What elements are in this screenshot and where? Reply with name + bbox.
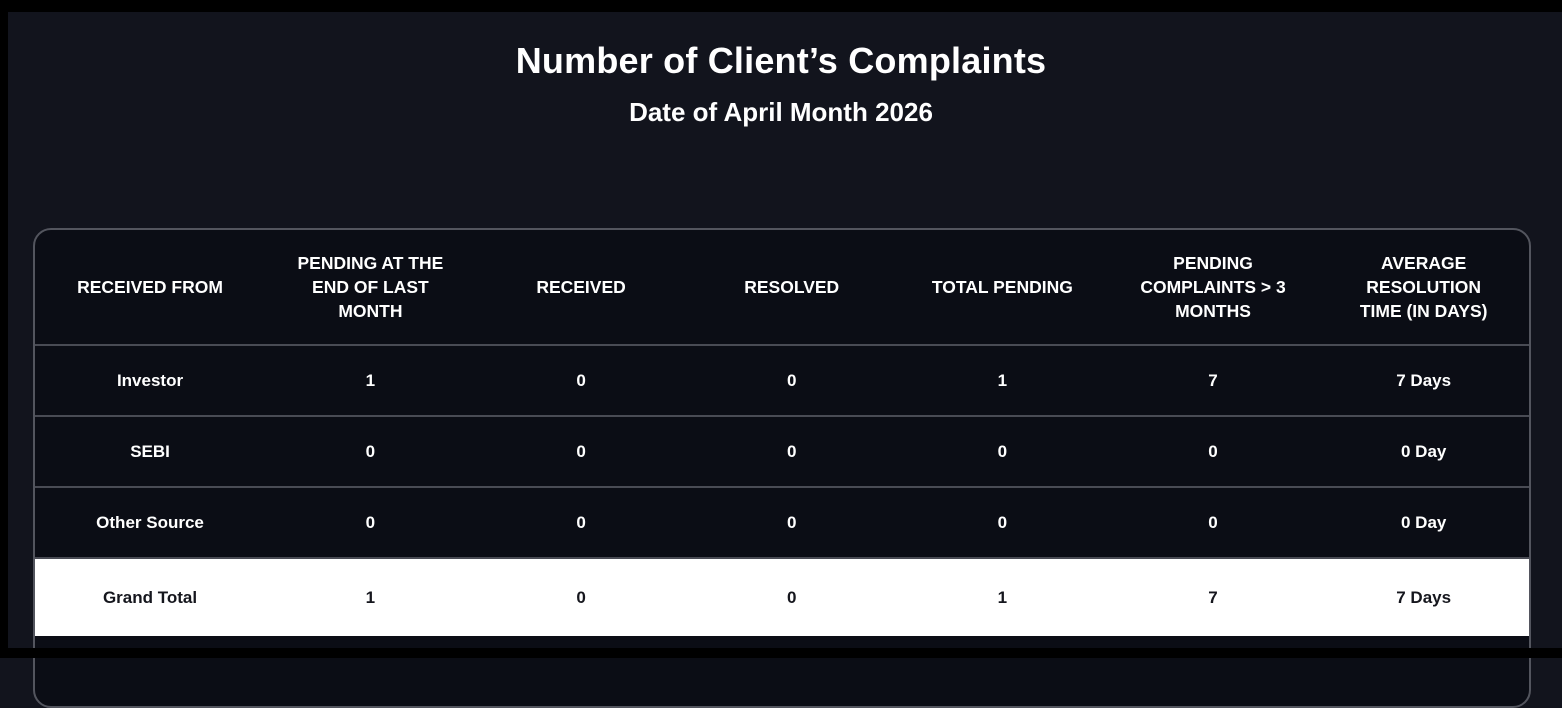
table-cell: 0 [786, 587, 797, 607]
complaints-table: RECEIVED FROM PENDING AT THE END OF LAST … [35, 230, 1529, 636]
table-cell: 7 [1208, 587, 1218, 607]
table-cell: 0 [1208, 441, 1218, 461]
column-header: RESOLVED [744, 276, 840, 297]
table-cell: 0 Day [1400, 512, 1447, 532]
table-cell: 0 [576, 370, 586, 390]
row-label: SEBI [130, 441, 170, 461]
table-cell: 0 [786, 370, 797, 390]
table-row: Grand Total 1 0 0 1 7 7 Days [35, 558, 1529, 636]
table-cell: 7 [1208, 370, 1218, 390]
table-cell: 0 [997, 512, 1008, 532]
left-black-bar [0, 0, 8, 658]
table-cell: 1 [997, 587, 1008, 607]
table-cell: 0 [576, 587, 586, 607]
column-header: PENDING AT THE END OF LAST MONTH [297, 252, 444, 322]
row-label: Investor [116, 370, 184, 390]
table-cell: 1 [365, 370, 376, 390]
page-subtitle: Date of April Month 2026 [629, 97, 933, 127]
table-cell: 0 [786, 441, 797, 461]
table-header-row: RECEIVED FROM PENDING AT THE END OF LAST … [35, 230, 1529, 345]
column-header: TOTAL PENDING [931, 276, 1073, 297]
table-row: Other Source 0 0 0 0 0 0 Day [35, 487, 1529, 558]
top-black-bar [0, 0, 1562, 12]
table-cell: 0 [365, 512, 376, 532]
table-cell: 0 [576, 512, 586, 532]
table-header: RECEIVED FROM PENDING AT THE END OF LAST … [35, 230, 1529, 345]
page-title: Number of Client’s Complaints [515, 40, 1047, 81]
table-cell: 0 Day [1400, 441, 1447, 461]
table-cell: 0 [365, 441, 376, 461]
bottom-black-bar [0, 648, 1562, 658]
table-cell: 7 Days [1396, 370, 1452, 390]
table-row: Investor 1 0 0 1 7 7 Days [35, 345, 1529, 416]
column-header: AVERAGE RESOLUTION TIME (IN DAYS) [1359, 252, 1488, 322]
table-cell: 1 [365, 587, 376, 607]
table-cell: 1 [997, 370, 1008, 390]
table-cell: 0 [1208, 512, 1218, 532]
table-body: Investor 1 0 0 1 7 7 Days SEBI 0 0 0 0 0 0 Day Other S… [35, 345, 1529, 636]
table-row: SEBI 0 0 0 0 0 0 Day [35, 416, 1529, 487]
complaints-table-card: RECEIVED FROM PENDING AT THE END OF LAST … [33, 228, 1531, 708]
row-label: Grand Total [102, 587, 198, 607]
column-header: RECEIVED FROM [77, 276, 223, 297]
report-header: Number of Client’s Complaints Date of Ap… [0, 40, 1562, 128]
table-cell: 7 Days [1396, 587, 1452, 607]
table-cell: 0 [786, 512, 797, 532]
column-header: PENDING COMPLAINTS > 3 MONTHS [1140, 252, 1286, 322]
row-label: Other Source [96, 512, 204, 532]
column-header: RECEIVED [536, 276, 626, 297]
table-cell: 0 [997, 441, 1008, 461]
table-cell: 0 [576, 441, 586, 461]
